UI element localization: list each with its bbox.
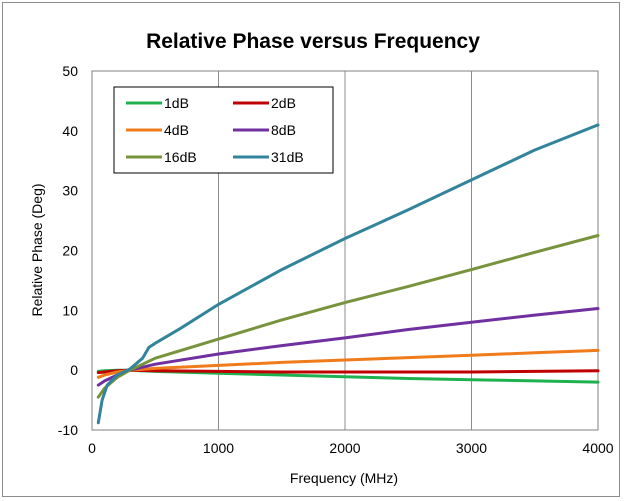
series-lines [96,123,600,425]
legend: 1dB 2dB 4dB 8dB 16dB 31dB [113,86,334,174]
tick-labels: 0 1000 2000 3000 4000 -10 0 10 20 30 40 50 [58,63,614,456]
series-line-31dB [96,123,600,425]
y-tick-label: 0 [70,362,78,378]
chart-title: Relative Phase versus Frequency [146,30,480,53]
legend-label-1dB: 1dB [164,95,189,111]
plot-area-border [91,70,599,431]
y-tick-label: 40 [62,123,78,139]
y-tick-label: -10 [58,422,78,438]
legend-label-16dB: 16dB [164,149,197,165]
series-line-16dB [96,234,600,399]
x-tick-label: 2000 [329,440,360,456]
y-tick-label: 30 [62,183,78,199]
legend-label-8dB: 8dB [271,122,296,138]
series-line-4dB [96,348,600,379]
series-line-2dB [96,368,600,375]
legend-label-4dB: 4dB [164,122,189,138]
legend-label-2dB: 2dB [271,95,296,111]
y-tick-label: 50 [62,63,78,79]
x-tick-label: 4000 [582,440,613,456]
x-tick-label: 1000 [203,440,234,456]
y-tick-label: 10 [62,302,78,318]
chart-frame [2,2,620,497]
x-tick-label: 0 [88,440,96,456]
series-line-8dB [96,307,600,387]
y-tick-label: 20 [62,243,78,259]
y-axis-label: Relative Phase (Deg) [29,183,45,316]
legend-label-31dB: 31dB [271,149,304,165]
x-axis-label: Frequency (MHz) [290,470,398,486]
x-tick-label: 3000 [456,440,487,456]
